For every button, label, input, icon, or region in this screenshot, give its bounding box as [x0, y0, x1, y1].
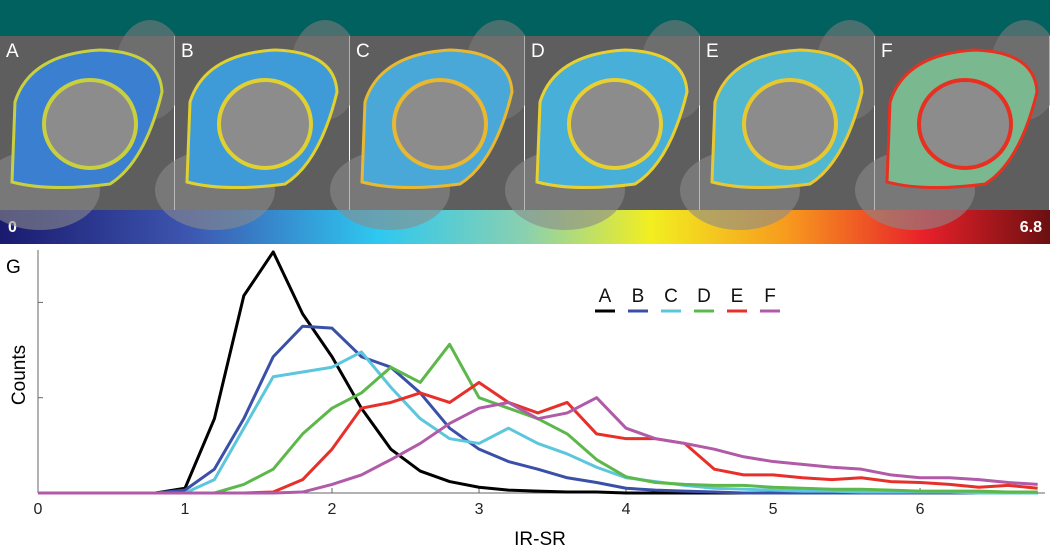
series-line — [38, 380, 1038, 495]
x-tick-label: 5 — [769, 501, 778, 518]
panel-label: E — [706, 41, 719, 62]
panel-label: B — [181, 41, 194, 62]
y-axis-label: Counts — [9, 345, 30, 405]
panel-label: A — [6, 41, 19, 62]
x-tick-label: 2 — [328, 501, 337, 518]
series-line — [38, 250, 1038, 495]
series-line — [38, 396, 1038, 495]
panel-label: G — [6, 257, 21, 278]
bone — [42, 78, 138, 170]
x-axis-label: IR-SR — [514, 529, 566, 550]
legend-label: C — [664, 286, 678, 307]
legend-label: B — [632, 286, 645, 307]
x-tick-label: 0 — [34, 501, 43, 518]
series-line — [38, 324, 1038, 495]
legend-label: A — [599, 286, 612, 307]
legend-label: F — [764, 286, 776, 307]
colorbar-max: 6.8 — [1020, 219, 1042, 236]
x-tick-label: 6 — [916, 501, 925, 518]
legend-label: E — [731, 286, 744, 307]
bone — [742, 78, 838, 170]
panel-label: D — [531, 41, 545, 62]
x-tick-label: 1 — [181, 501, 190, 518]
bone — [917, 78, 1013, 170]
series-line — [38, 342, 1038, 495]
x-tick-label: 4 — [622, 501, 631, 518]
colorbar-min: 0 — [8, 219, 17, 236]
panel-label: C — [356, 41, 370, 62]
x-tick-label: 3 — [475, 501, 484, 518]
bone — [217, 78, 313, 170]
bone — [567, 78, 663, 170]
bone — [392, 78, 488, 170]
series-line — [38, 350, 1038, 495]
legend-label: D — [697, 286, 711, 307]
panel-label: F — [881, 41, 893, 62]
header-bar — [0, 0, 1050, 36]
